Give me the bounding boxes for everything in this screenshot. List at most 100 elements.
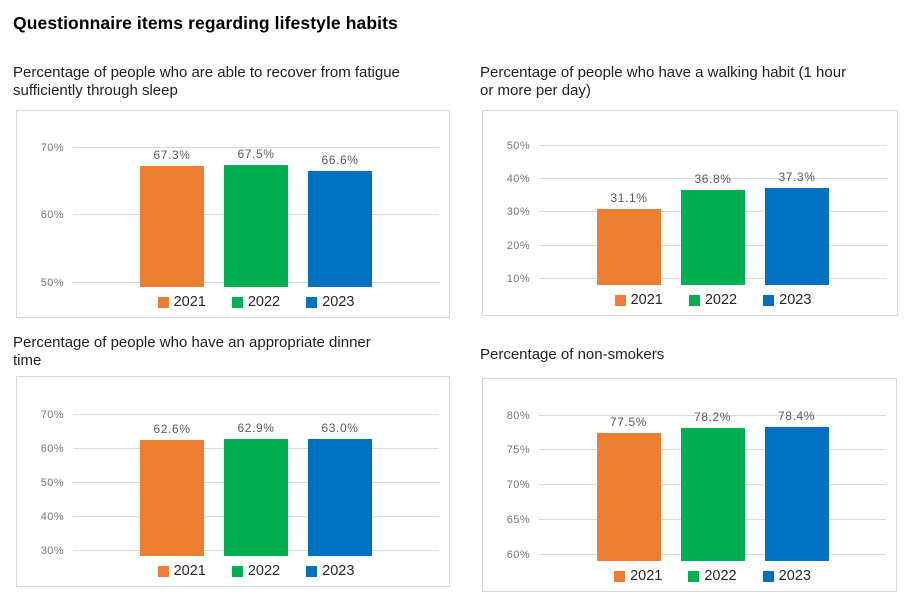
legend-label-2022: 2022 <box>247 294 281 310</box>
chart-title-line: sufficiently through sleep <box>13 81 178 99</box>
y-axis-tick-70%: 70% <box>40 142 64 155</box>
chart-frame-sleep-recovery: 50% 60% 70% 67.3% 67.5% 66.6% 2021 2022 2023 <box>16 110 450 318</box>
legend-label-2022: 2022 <box>704 292 738 308</box>
bar-slot-2023: 63.0% <box>308 385 372 556</box>
y-axis-tick-80%: 80% <box>506 409 530 422</box>
data-label-2021: 67.3% <box>153 148 191 163</box>
y-axis-tick-30%: 30% <box>40 544 64 557</box>
bar-slot-2023: 66.6% <box>308 119 372 287</box>
legend-swatch-2021 <box>614 294 626 306</box>
legend-label-2022: 2022 <box>247 563 281 579</box>
page-title: Questionnaire items regarding lifestyle … <box>13 13 398 33</box>
plot-area: 30% 40% 50% 60% 70% 62.6% 62.9% 63.0% <box>41 385 439 557</box>
bar-2022 <box>680 428 745 561</box>
bar-slot-2022: 36.8% <box>681 119 745 285</box>
legend-swatch-2023 <box>306 296 318 308</box>
legend-swatch-2022 <box>688 294 700 306</box>
y-axis-tick-10%: 10% <box>506 273 530 286</box>
gridline-80% <box>539 414 886 416</box>
bar-slot-2021: 67.3% <box>140 119 204 287</box>
y-axis-tick-50%: 50% <box>40 476 64 489</box>
legend-swatch-2023 <box>762 570 774 582</box>
legend-item-2023: 2023 <box>306 563 354 579</box>
legend-item-2021: 2021 <box>157 563 206 579</box>
data-label-2022: 36.8% <box>694 171 732 186</box>
legend-swatch-2022 <box>231 296 243 308</box>
y-axis-tick-30%: 30% <box>506 206 530 219</box>
legend-swatch-2023 <box>763 294 775 306</box>
bar-2021 <box>140 440 204 556</box>
plot-area: 10% 20% 30% 40% 50% 31.1% 36.8% 37.3% <box>507 119 887 285</box>
bar-2021 <box>140 166 204 287</box>
chart-legend: 2021 2022 2023 <box>73 556 439 586</box>
gridline-70% <box>73 147 439 149</box>
legend-swatch-2023 <box>306 565 318 577</box>
chart-legend: 2021 2022 2023 <box>539 561 886 591</box>
chart-panel-walking-habit: Percentage of people who have a walking … <box>480 64 900 318</box>
legend-item-2021: 2021 <box>614 292 663 308</box>
gridline-70% <box>73 413 439 415</box>
y-axis-tick-70%: 70% <box>506 479 530 492</box>
chart-title-line: time <box>13 351 42 369</box>
chart-legend: 2021 2022 2023 <box>539 285 887 315</box>
chart-frame-walking-habit: 10% 20% 30% 40% 50% 31.1% 36.8% 37.3% 2021 2022 2… <box>482 110 898 316</box>
y-axis-tick-65%: 65% <box>506 513 530 526</box>
y-axis-tick-70%: 70% <box>40 408 64 421</box>
legend-label-2021: 2021 <box>630 568 663 584</box>
chart-panel-dinner-time: Percentage of people who have an appropr… <box>13 334 457 589</box>
data-label-2021: 31.1% <box>610 190 648 205</box>
chart-title-line: Percentage of people who have a walking … <box>480 64 847 81</box>
bar-group: 67.3% 67.5% 66.6% <box>73 119 439 287</box>
legend-label-2021: 2021 <box>630 292 663 308</box>
chart-frame-dinner-time: 30% 40% 50% 60% 70% 62.6% 62.9% 63.0% 2021 2022 2… <box>16 376 450 587</box>
chart-title-sleep-recovery: Percentage of people who are able to rec… <box>13 64 457 99</box>
y-axis-tick-40%: 40% <box>40 510 64 523</box>
bar-slot-2023: 78.4% <box>764 387 829 561</box>
legend-item-2022: 2022 <box>688 292 738 308</box>
bar-slot-2022: 67.5% <box>224 119 288 287</box>
chart-panel-non-smokers: Percentage of non-smokers 60% 65% 70% 75% 80… <box>480 346 900 594</box>
data-label-2021: 77.5% <box>609 414 648 429</box>
plot-area: 50% 60% 70% 67.3% 67.5% 66.6% <box>41 119 439 289</box>
bar-slot-2022: 62.9% <box>224 385 288 556</box>
bar-2022 <box>681 189 745 285</box>
y-axis-tick-50%: 50% <box>40 276 64 289</box>
legend-item-2021: 2021 <box>157 294 206 310</box>
data-label-2023: 78.4% <box>777 408 816 423</box>
y-axis-tick-40%: 40% <box>506 173 530 185</box>
legend-label-2021: 2021 <box>173 294 206 310</box>
chart-title-non-smokers: Percentage of non-smokers <box>480 346 900 364</box>
bar-slot-2021: 62.6% <box>140 385 204 556</box>
bar-2022 <box>224 439 288 556</box>
bar-slot-2021: 31.1% <box>597 119 661 285</box>
legend-item-2022: 2022 <box>231 563 281 579</box>
bar-group: 77.5% 78.2% 78.4% <box>539 387 886 561</box>
legend-swatch-2021 <box>157 565 169 577</box>
legend-label-2022: 2022 <box>704 568 737 584</box>
bar-group: 62.6% 62.9% 63.0% <box>73 385 439 556</box>
bar-2021 <box>596 432 661 561</box>
bar-slot-2023: 37.3% <box>765 119 829 285</box>
legend-label-2023: 2023 <box>322 563 355 579</box>
bar-slot-2021: 77.5% <box>596 387 661 561</box>
legend-swatch-2022 <box>688 570 700 582</box>
y-axis-tick-20%: 20% <box>506 239 530 252</box>
bar-2023 <box>308 438 372 556</box>
data-label-2023: 37.3% <box>778 170 816 185</box>
chart-frame-non-smokers: 60% 65% 70% 75% 80% 77.5% 78.2% 78.4% 2021 2022 2… <box>482 378 897 592</box>
legend-label-2023: 2023 <box>778 568 811 584</box>
data-label-2022: 62.9% <box>237 421 275 436</box>
gridline-40% <box>539 178 887 179</box>
y-axis-tick-75%: 75% <box>506 444 530 457</box>
chart-title-line: Percentage of people who are able to rec… <box>13 64 400 81</box>
legend-swatch-2021 <box>157 296 169 308</box>
chart-legend: 2021 2022 2023 <box>73 287 439 317</box>
y-axis-tick-60%: 60% <box>40 442 64 455</box>
y-axis-tick-60%: 60% <box>40 209 64 222</box>
legend-item-2022: 2022 <box>688 568 737 584</box>
chart-title-line: Percentage of people who have an appropr… <box>13 334 371 351</box>
legend-item-2023: 2023 <box>306 294 354 310</box>
chart-panel-sleep-recovery: Percentage of people who are able to rec… <box>13 64 457 320</box>
data-label-2021: 62.6% <box>153 422 191 437</box>
